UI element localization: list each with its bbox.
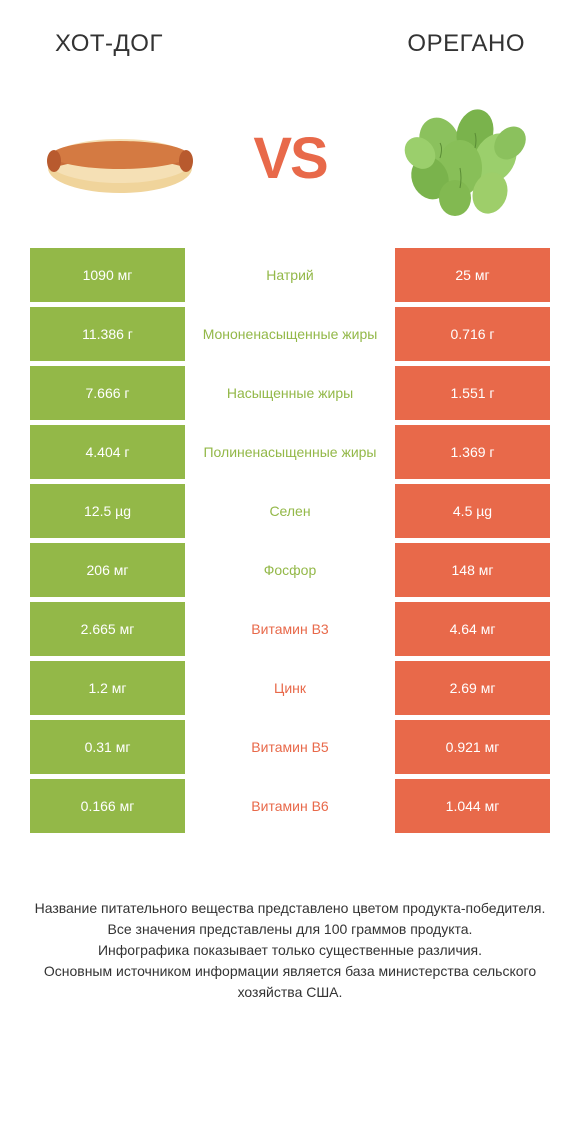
left-value: 1.2 мг — [30, 661, 185, 715]
left-value: 1090 мг — [30, 248, 185, 302]
nutrient-label: Полиненасыщенные жиры — [185, 425, 395, 479]
left-value: 206 мг — [30, 543, 185, 597]
right-value: 2.69 мг — [395, 661, 550, 715]
footer: Название питательного вещества представл… — [0, 838, 580, 1003]
table-row: 2.665 мгВитамин B34.64 мг — [30, 602, 550, 656]
comparison-table: 1090 мгНатрий25 мг11.386 гМононенасыщенн… — [0, 248, 580, 833]
nutrient-label: Витамин B6 — [185, 779, 395, 833]
nutrient-label: Витамин B3 — [185, 602, 395, 656]
header: ХОТ-ДОГ OРЕГАНО — [0, 0, 580, 78]
left-value: 0.31 мг — [30, 720, 185, 774]
left-value: 4.404 г — [30, 425, 185, 479]
hotdog-icon — [40, 113, 200, 203]
table-row: 7.666 гНасыщенные жиры1.551 г — [30, 366, 550, 420]
left-title: ХОТ-ДОГ — [55, 30, 163, 58]
left-value: 7.666 г — [30, 366, 185, 420]
table-row: 11.386 гМононенасыщенные жиры0.716 г — [30, 307, 550, 361]
oregano-image — [380, 98, 540, 218]
footer-line: Инфографика показывает только существенн… — [30, 940, 550, 961]
table-row: 1.2 мгЦинк2.69 мг — [30, 661, 550, 715]
left-value: 2.665 мг — [30, 602, 185, 656]
table-row: 206 мгФосфор148 мг — [30, 543, 550, 597]
images-row: VS — [0, 78, 580, 248]
right-value: 4.5 µg — [395, 484, 550, 538]
vs-label: VS — [253, 125, 326, 192]
table-row: 0.31 мгВитамин B50.921 мг — [30, 720, 550, 774]
table-row: 0.166 мгВитамин B61.044 мг — [30, 779, 550, 833]
nutrient-label: Цинк — [185, 661, 395, 715]
table-row: 4.404 гПолиненасыщенные жиры1.369 г — [30, 425, 550, 479]
nutrient-label: Мононенасыщенные жиры — [185, 307, 395, 361]
right-value: 0.921 мг — [395, 720, 550, 774]
footer-line: Название питательного вещества представл… — [30, 898, 550, 919]
hotdog-image — [40, 98, 200, 218]
nutrient-label: Селен — [185, 484, 395, 538]
nutrient-label: Насыщенные жиры — [185, 366, 395, 420]
table-row: 12.5 µgСелен4.5 µg — [30, 484, 550, 538]
nutrient-label: Фосфор — [185, 543, 395, 597]
right-value: 1.044 мг — [395, 779, 550, 833]
right-value: 25 мг — [395, 248, 550, 302]
nutrient-label: Витамин B5 — [185, 720, 395, 774]
footer-line: Основным источником информации является … — [30, 961, 550, 1003]
table-row: 1090 мгНатрий25 мг — [30, 248, 550, 302]
right-value: 1.551 г — [395, 366, 550, 420]
right-title: OРЕГАНО — [407, 30, 525, 58]
right-value: 1.369 г — [395, 425, 550, 479]
left-value: 11.386 г — [30, 307, 185, 361]
right-value: 148 мг — [395, 543, 550, 597]
nutrient-label: Натрий — [185, 248, 395, 302]
right-value: 0.716 г — [395, 307, 550, 361]
left-value: 12.5 µg — [30, 484, 185, 538]
oregano-icon — [385, 98, 535, 218]
right-value: 4.64 мг — [395, 602, 550, 656]
left-value: 0.166 мг — [30, 779, 185, 833]
footer-line: Все значения представлены для 100 граммо… — [30, 919, 550, 940]
